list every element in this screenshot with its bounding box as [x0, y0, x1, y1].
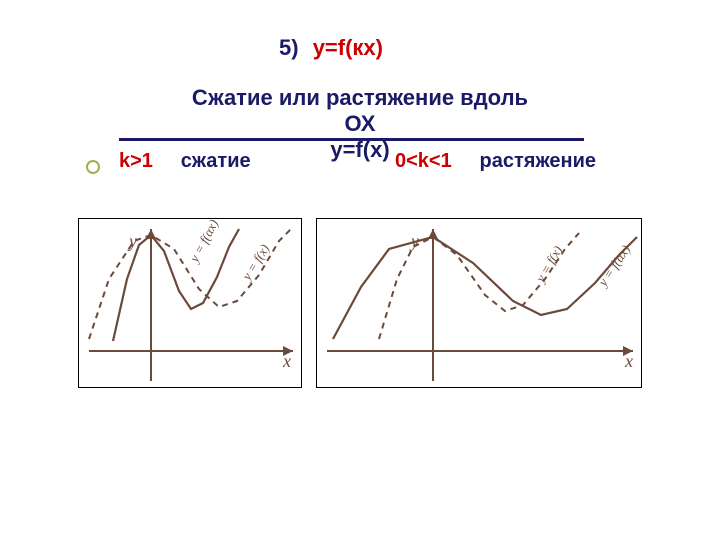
left-curve-label-1: y = f(αx) [185, 219, 221, 266]
title-line: 5) у=f(кх) [279, 35, 383, 61]
left-x-label: x [282, 351, 291, 371]
left-graph-svg: x y y = f(αx) y = f(x) [79, 219, 303, 389]
right-graph-svg: x y y = f(x) y = f(αx) [317, 219, 643, 389]
right-curve-label-2: y = f(αx) [594, 242, 633, 290]
title-formula: у=f(кх) [313, 35, 383, 60]
left-graph: x y y = f(αx) y = f(x) [78, 218, 302, 388]
right-graph: x y y = f(x) y = f(αx) [316, 218, 642, 388]
left-word: сжатие [181, 150, 251, 172]
right-curve-label-1: y = f(x) [532, 243, 566, 286]
right-x-label: x [624, 351, 633, 371]
left-curve-label-2: y = f(x) [238, 241, 272, 284]
right-cond: 0<k<1 [395, 150, 452, 172]
bullet-icon [86, 160, 100, 174]
title-number: 5) [279, 35, 299, 60]
subtitle-line1: Сжатие или растяжение вдоль ОХ [180, 85, 540, 137]
left-cond: k>1 [119, 150, 153, 172]
right-solid-curve [333, 237, 637, 339]
right-word: растяжение [480, 150, 596, 172]
subtitle-underline [119, 138, 584, 141]
slide: 5) у=f(кх) Сжатие или растяжение вдоль О… [0, 0, 720, 540]
right-condition-label: 0<k<1 растяжение [395, 150, 596, 173]
left-condition-label: k>1 сжатие [119, 150, 251, 173]
